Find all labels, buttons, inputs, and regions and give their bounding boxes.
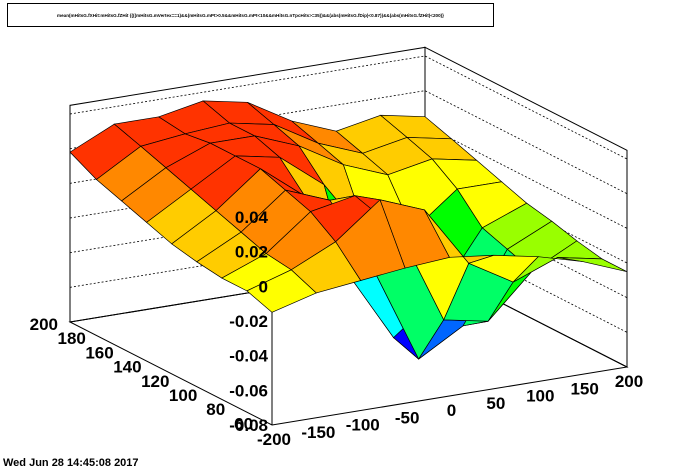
y-tick-label: 60: [234, 414, 253, 433]
z-tick-label: 0: [259, 277, 268, 296]
y-tick-label: 100: [169, 386, 197, 405]
z-tick-label: 0.02: [235, 243, 268, 262]
y-tick-label: 180: [57, 329, 85, 348]
x-tick-label: 0: [447, 401, 456, 420]
x-tick-label: 150: [570, 379, 598, 398]
y-tick-label: 160: [85, 343, 113, 362]
date-footer: Wed Jun 28 14:45:08 2017: [3, 457, 139, 469]
x-tick-label: -150: [301, 423, 335, 442]
x-tick-label: -200: [257, 430, 291, 449]
y-tick-label: 140: [113, 358, 141, 377]
z-tick-label: -0.02: [229, 312, 268, 331]
y-tick-label: 200: [30, 315, 58, 334]
title-box: mean(mHitsG.fXHit:mHitsG.fZHit {(((mHits…: [7, 3, 494, 27]
y-tick-label: 80: [206, 400, 225, 419]
z-tick-label: 0.04: [235, 208, 269, 227]
surface: [69, 100, 628, 360]
axis-ticks: -0.08 -0.06 -0.04 -0.02 0 0.02 0.04 -200 -150 -10…: [30, 208, 644, 449]
x-tick-label: 50: [486, 394, 505, 413]
surface-cell: [557, 257, 628, 273]
x-tick-label: -100: [346, 416, 380, 435]
plot-title: mean(mHitsG.fXHit:mHitsG.fZHit {(((mHits…: [57, 12, 444, 18]
x-tick-label: 200: [615, 372, 643, 391]
x-tick-label: -50: [395, 408, 420, 427]
z-tick-label: -0.04: [229, 347, 268, 366]
z-tick-label: -0.08: [229, 416, 268, 435]
y-tick-label: 120: [141, 372, 169, 391]
z-tick-label: -0.06: [229, 381, 268, 400]
x-tick-label: 100: [526, 387, 554, 406]
